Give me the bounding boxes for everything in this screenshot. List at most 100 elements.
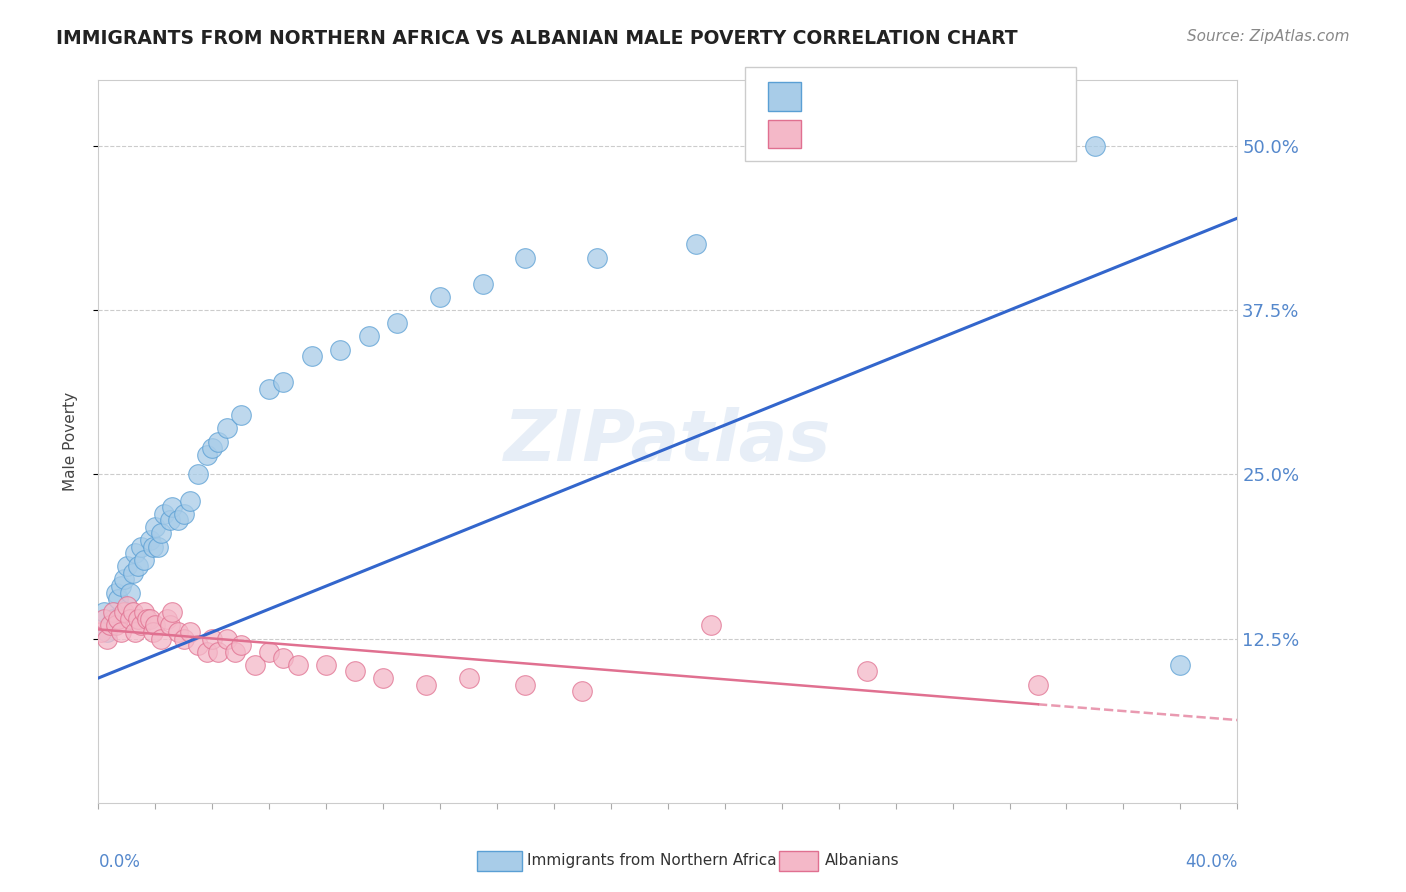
Point xyxy=(148,540,170,554)
Point xyxy=(207,434,229,449)
Text: 0.0%: 0.0% xyxy=(98,854,141,871)
Point xyxy=(159,618,181,632)
Point xyxy=(187,638,209,652)
Point xyxy=(273,376,295,390)
Point xyxy=(215,632,238,646)
Point xyxy=(273,651,295,665)
Point xyxy=(127,612,149,626)
Point xyxy=(515,677,537,691)
Point xyxy=(856,665,879,679)
Point xyxy=(129,618,152,632)
Point xyxy=(118,612,141,626)
Text: R = -0.224   N = 48: R = -0.224 N = 48 xyxy=(811,127,969,141)
Point xyxy=(415,677,437,691)
Point xyxy=(129,540,152,554)
Point xyxy=(121,605,143,619)
Text: ZIPatlas: ZIPatlas xyxy=(505,407,831,476)
Point xyxy=(685,237,707,252)
Point xyxy=(187,467,209,482)
Point xyxy=(179,493,201,508)
Point xyxy=(121,566,143,580)
Point xyxy=(135,612,157,626)
Point xyxy=(145,618,167,632)
Point xyxy=(387,316,409,330)
Point xyxy=(118,585,141,599)
Point xyxy=(515,251,537,265)
Point xyxy=(107,592,129,607)
Point xyxy=(167,513,190,527)
Point xyxy=(429,290,451,304)
Text: Albanians: Albanians xyxy=(825,854,900,868)
Point xyxy=(115,559,138,574)
Point xyxy=(357,329,380,343)
Point xyxy=(127,559,149,574)
Point xyxy=(110,625,132,640)
Point xyxy=(229,409,252,423)
Point xyxy=(207,645,229,659)
Point xyxy=(112,573,135,587)
Point xyxy=(141,540,163,554)
Text: IMMIGRANTS FROM NORTHERN AFRICA VS ALBANIAN MALE POVERTY CORRELATION CHART: IMMIGRANTS FROM NORTHERN AFRICA VS ALBAN… xyxy=(56,29,1018,47)
Point xyxy=(96,625,118,640)
Point xyxy=(195,448,218,462)
Point xyxy=(90,625,112,640)
Point xyxy=(104,618,127,632)
Y-axis label: Male Poverty: Male Poverty xyxy=(63,392,77,491)
Point xyxy=(1084,139,1107,153)
Point xyxy=(699,618,721,632)
Point xyxy=(259,645,281,659)
Point xyxy=(162,605,184,619)
Point xyxy=(124,546,146,560)
Point xyxy=(471,277,494,291)
Point xyxy=(315,657,337,672)
Point xyxy=(132,553,155,567)
Point xyxy=(224,645,246,659)
Point xyxy=(201,441,224,455)
Point xyxy=(195,645,218,659)
Point xyxy=(132,605,155,619)
Point xyxy=(329,343,352,357)
Point xyxy=(457,671,479,685)
Point xyxy=(138,612,160,626)
Point xyxy=(162,500,184,515)
Point xyxy=(179,625,201,640)
Point xyxy=(215,421,238,435)
Point xyxy=(585,251,607,265)
Point xyxy=(1026,677,1049,691)
Point xyxy=(287,657,309,672)
Point xyxy=(112,605,135,619)
Text: Source: ZipAtlas.com: Source: ZipAtlas.com xyxy=(1187,29,1350,44)
Point xyxy=(373,671,395,685)
Point xyxy=(1170,657,1192,672)
Point xyxy=(141,625,163,640)
Point xyxy=(150,632,173,646)
Point xyxy=(343,665,366,679)
Point xyxy=(229,638,252,652)
Point xyxy=(93,605,115,619)
Text: 40.0%: 40.0% xyxy=(1185,854,1237,871)
Text: Immigrants from Northern Africa: Immigrants from Northern Africa xyxy=(527,854,778,868)
Point xyxy=(243,657,266,672)
Point xyxy=(98,618,121,632)
Point xyxy=(110,579,132,593)
Point xyxy=(138,533,160,547)
Point xyxy=(124,625,146,640)
Point xyxy=(156,612,179,626)
Point xyxy=(96,632,118,646)
Point xyxy=(259,382,281,396)
Point xyxy=(167,625,190,640)
Point xyxy=(104,585,127,599)
Point xyxy=(115,599,138,613)
Point xyxy=(571,684,593,698)
Point xyxy=(93,612,115,626)
Point xyxy=(201,632,224,646)
Point xyxy=(159,513,181,527)
Text: R =  0.598   N = 44: R = 0.598 N = 44 xyxy=(811,89,969,103)
Point xyxy=(101,605,124,619)
Point xyxy=(301,349,323,363)
Point xyxy=(173,632,195,646)
Point xyxy=(153,507,176,521)
Point xyxy=(101,612,124,626)
Point xyxy=(107,612,129,626)
Point xyxy=(173,507,195,521)
